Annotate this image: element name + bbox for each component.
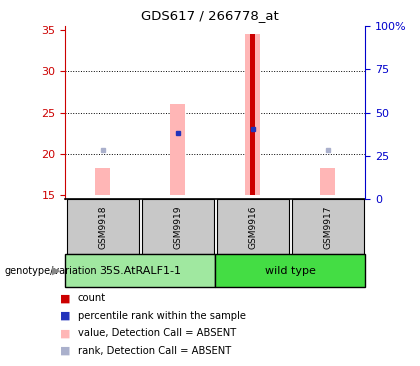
Text: genotype/variation: genotype/variation bbox=[4, 266, 97, 276]
Text: 35S.AtRALF1-1: 35S.AtRALF1-1 bbox=[99, 266, 181, 276]
Bar bbox=[95, 168, 110, 195]
Bar bbox=[245, 34, 260, 195]
Text: count: count bbox=[78, 293, 106, 303]
Text: value, Detection Call = ABSENT: value, Detection Call = ABSENT bbox=[78, 328, 236, 339]
Bar bbox=[67, 199, 139, 254]
Text: GSM9918: GSM9918 bbox=[98, 205, 107, 249]
Bar bbox=[292, 199, 364, 254]
Text: wild type: wild type bbox=[265, 266, 316, 276]
Bar bbox=[250, 34, 255, 195]
Text: GDS617 / 266778_at: GDS617 / 266778_at bbox=[141, 9, 279, 22]
Text: GSM9916: GSM9916 bbox=[248, 205, 257, 249]
Bar bbox=[142, 199, 214, 254]
Text: percentile rank within the sample: percentile rank within the sample bbox=[78, 311, 246, 321]
Bar bbox=[320, 168, 335, 195]
Text: ■: ■ bbox=[60, 346, 71, 356]
Text: rank, Detection Call = ABSENT: rank, Detection Call = ABSENT bbox=[78, 346, 231, 356]
Bar bbox=[170, 104, 185, 195]
Text: GSM9917: GSM9917 bbox=[323, 205, 332, 249]
Text: ■: ■ bbox=[60, 311, 71, 321]
Text: ■: ■ bbox=[60, 328, 71, 339]
Bar bbox=[215, 254, 365, 287]
Bar bbox=[217, 199, 289, 254]
Text: ▶: ▶ bbox=[52, 266, 61, 276]
Bar bbox=[65, 254, 215, 287]
Text: ■: ■ bbox=[60, 293, 71, 303]
Text: GSM9919: GSM9919 bbox=[173, 205, 182, 249]
